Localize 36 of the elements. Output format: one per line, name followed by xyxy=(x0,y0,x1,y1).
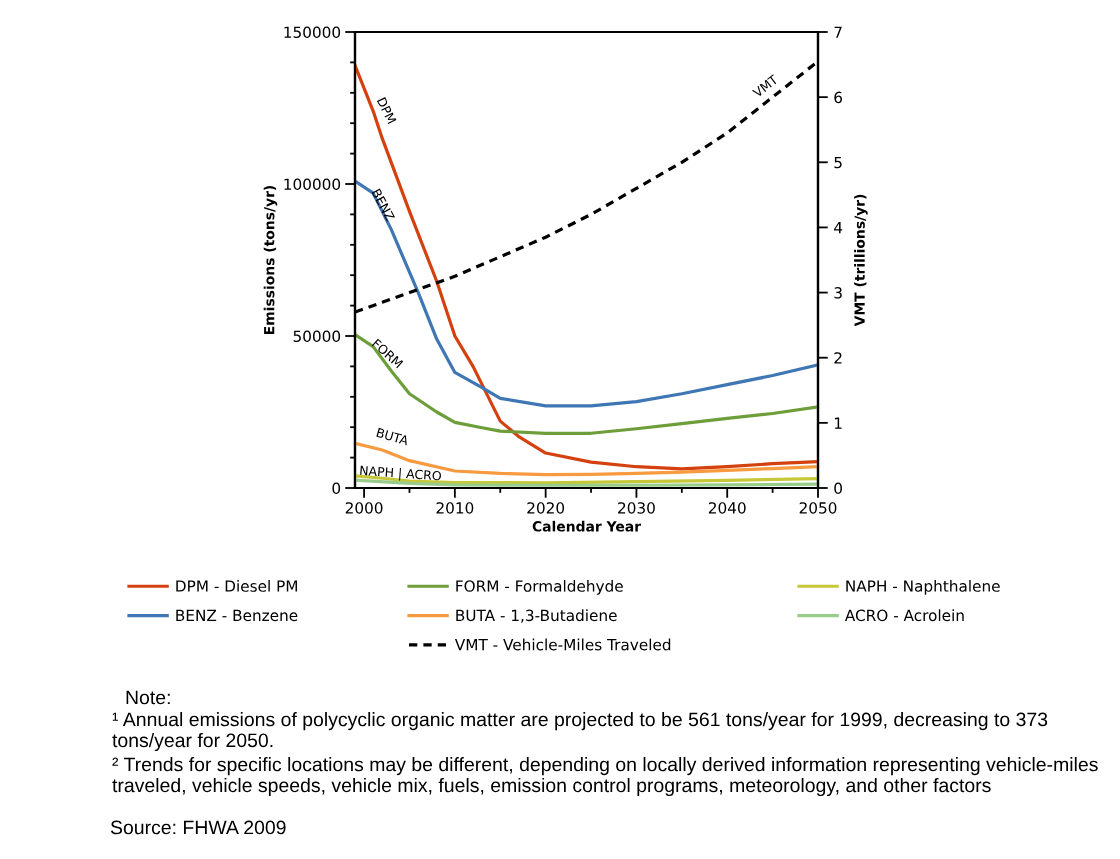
legend-label: FORM - Formaldehyde xyxy=(456,580,623,595)
y2-tick-label: 7 xyxy=(834,26,842,38)
y2-tick-label: 2 xyxy=(834,352,842,364)
x-tick-label: 2050 xyxy=(799,502,837,514)
x-tick-label: 2020 xyxy=(527,502,565,514)
annotation: BUTA xyxy=(376,427,410,446)
y2-tick-label: 0 xyxy=(834,482,842,495)
legend-label: NAPH - Naphthalene xyxy=(846,580,1000,595)
legend-label: BENZ - Benzene xyxy=(176,609,298,622)
y-axis-title: Emissions (tons/yr) xyxy=(263,185,278,334)
y-tick-label: 100000 xyxy=(284,178,341,191)
x-tick-label: 2000 xyxy=(345,502,383,514)
text: ¹ Annual emissions of polycyclic organic matter are projected to be 561 tons/year for 1999, decreasing to 373 tons/year for 2050. xyxy=(112,712,1048,752)
y2-tick-label: 4 xyxy=(834,222,843,234)
y2-tick-label: 3 xyxy=(834,287,842,299)
y-tick-label: 150000 xyxy=(284,26,341,39)
legend-label: BUTA - 1,3-Butadiene xyxy=(456,609,617,623)
legend-label: DPM - Diesel PM xyxy=(176,580,297,592)
source-note: Source: FHWA 2009 xyxy=(110,820,286,835)
y-tick-label: 0 xyxy=(332,482,341,495)
line-series xyxy=(355,179,818,408)
legend-label: ACRO - Acrolein xyxy=(844,609,964,622)
annotation: DPM xyxy=(376,97,397,125)
x-tick-label: 2040 xyxy=(708,502,746,514)
text: ² Trends for specific locations may be different, depending on locally derived information representing vehicle-miles traveled, vehicle speeds, vehicle mix, fuels, emission control programs, meteorology, and other factors xyxy=(112,757,1098,797)
annotation: NAPH | ACRO xyxy=(359,465,442,484)
text: Note: xyxy=(126,690,170,705)
y-tick-label: 50000 xyxy=(293,330,341,343)
legend-label: VMT - Vehicle-Miles Traveled xyxy=(454,638,671,651)
y2-tick-label: 1 xyxy=(834,417,842,429)
y2-tick-label: 6 xyxy=(834,91,843,104)
y2-axis-title: VMT (trillions/yr) xyxy=(854,194,868,327)
x-tick-label: 2030 xyxy=(618,502,655,514)
x-axis-title: Calendar Year xyxy=(532,520,641,532)
y2-tick-label: 5 xyxy=(834,156,842,169)
x-tick-label: 2010 xyxy=(436,502,474,514)
